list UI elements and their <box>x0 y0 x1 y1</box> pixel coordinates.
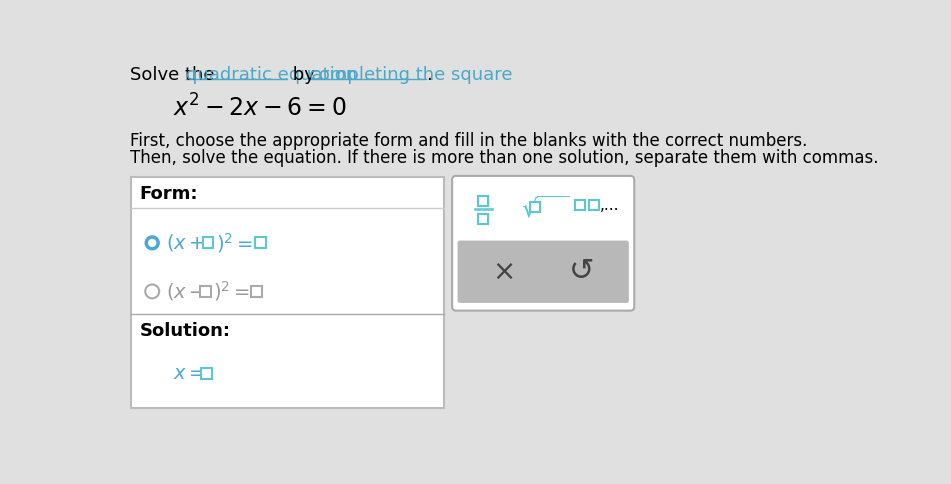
FancyBboxPatch shape <box>255 238 266 248</box>
Text: $x =$: $x =$ <box>173 364 205 383</box>
FancyBboxPatch shape <box>251 286 262 297</box>
Text: $)^2 =$: $)^2 =$ <box>216 231 253 255</box>
FancyBboxPatch shape <box>201 286 211 297</box>
Text: Then, solve the equation. If there is more than one solution, separate them with: Then, solve the equation. If there is mo… <box>130 149 879 167</box>
Text: ↺: ↺ <box>569 257 594 286</box>
FancyBboxPatch shape <box>478 214 488 224</box>
Text: Solve the: Solve the <box>130 66 221 84</box>
Circle shape <box>148 240 156 246</box>
Text: Form:: Form: <box>140 185 199 203</box>
FancyBboxPatch shape <box>530 202 540 212</box>
Text: First, choose the appropriate form and fill in the blanks with the correct numbe: First, choose the appropriate form and f… <box>130 132 808 150</box>
Circle shape <box>146 236 159 250</box>
FancyBboxPatch shape <box>201 368 212 379</box>
FancyBboxPatch shape <box>575 200 585 210</box>
FancyBboxPatch shape <box>203 238 213 248</box>
FancyBboxPatch shape <box>457 241 629 303</box>
FancyBboxPatch shape <box>130 178 444 408</box>
Text: Solution:: Solution: <box>140 322 231 340</box>
Text: completing the square: completing the square <box>309 66 513 84</box>
Text: $\sqrt{\quad}$: $\sqrt{\quad}$ <box>521 196 570 222</box>
Text: $x^2-2x-6=0$: $x^2-2x-6=0$ <box>173 94 346 122</box>
FancyBboxPatch shape <box>452 176 634 311</box>
Text: quadratic equation: quadratic equation <box>186 66 358 84</box>
Text: $(x +$: $(x +$ <box>166 232 205 254</box>
Text: $)^2 =$: $)^2 =$ <box>213 279 251 303</box>
Text: ×: × <box>493 258 515 286</box>
FancyBboxPatch shape <box>478 196 488 206</box>
Text: $(x -$: $(x -$ <box>166 281 205 302</box>
FancyBboxPatch shape <box>589 200 599 210</box>
Text: by: by <box>287 66 320 84</box>
Text: .: . <box>426 66 432 84</box>
Text: ,...: ,... <box>600 197 620 212</box>
